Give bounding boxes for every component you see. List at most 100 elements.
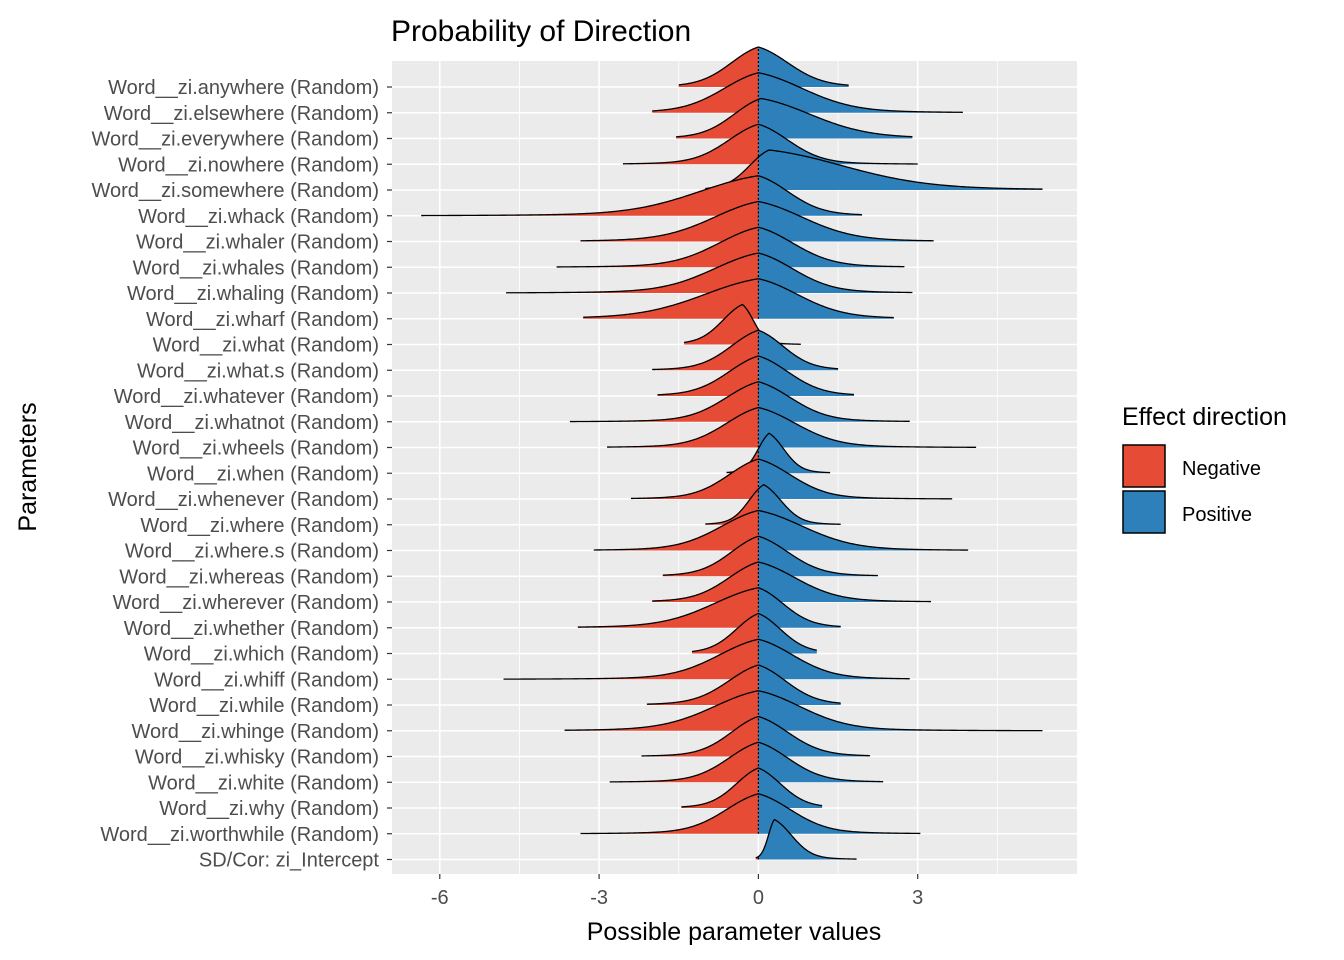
positive-area [758,278,894,319]
y-axis: Word__zi.anywhere (Random) Word__zi.elsew… [91,77,392,872]
positive-area [758,742,884,783]
negative-area [569,381,759,422]
y-tick-label: Word__zi.where (Random) [140,515,379,537]
positive-area [758,98,913,139]
y-tick-label: Word__zi.what (Random) [153,335,379,357]
y-tick-label: Word__zi.anywhere (Random) [108,77,379,99]
y-tick-label: SD/Cor: zi_Intercept [199,850,380,872]
negative-area [678,47,759,87]
density-outline [583,278,894,319]
positive-area [758,433,831,474]
positive-area [758,253,913,293]
y-tick-label: Word__zi.wherever (Random) [113,592,379,614]
ridge [652,72,963,113]
y-tick-label: Word__zi.which (Random) [144,644,379,666]
positive-area [758,407,977,448]
density-outline [577,587,841,628]
positive-area [758,793,921,834]
negative-area [641,716,759,757]
y-tick-label: Word__zi.whereas (Random) [119,566,379,588]
y-tick-label: Word__zi.while (Random) [149,695,379,717]
positive-area [758,47,849,87]
negative-area [630,459,759,499]
negative-area [684,304,759,345]
legend-title: Effect direction [1122,403,1287,431]
ridge [676,97,913,139]
ridge [657,355,855,396]
density-outline [593,509,969,551]
negative-area [652,72,759,113]
density-outline [607,406,977,448]
density-outline [580,200,934,242]
ridge [646,664,841,705]
x-tick-label: -6 [431,887,449,909]
density-outline [652,329,839,371]
positive-area [758,690,1043,731]
y-tick-label: Word__zi.wheels (Random) [133,438,379,460]
positive-area [758,484,841,525]
y-tick-label: Word__zi.nowhere (Random) [118,154,379,176]
legend-swatch-positive [1122,490,1166,534]
density-outline [676,97,913,138]
ridge [678,46,849,87]
legend: Effect direction Negative Positive [1122,403,1287,534]
ridge [577,587,841,628]
negative-area [607,407,759,448]
positive-area [758,381,910,422]
ridge [691,612,817,654]
positive-area [758,819,857,860]
y-tick-label: Word__zi.whinge (Random) [131,721,379,743]
legend-swatch-negative [1122,444,1166,488]
density-outline [652,72,963,113]
y-tick-label: Word__zi.wharf (Random) [146,309,379,331]
y-tick-label: Word__zi.elsewhere (Random) [104,103,379,125]
negative-area [622,124,759,165]
positive-area [758,175,862,216]
density-outline [564,690,1043,732]
density-outline [683,303,801,345]
density-outline [678,46,849,86]
positive-area [758,459,953,499]
negative-area [580,201,759,242]
ridge [652,561,931,603]
positive-area [758,510,969,551]
positive-area [758,768,823,808]
negative-area [652,330,759,371]
negative-area [676,99,759,139]
density-outline [506,252,913,294]
y-tick-label: Word__zi.whaling (Random) [127,283,379,305]
density-outline [755,818,857,860]
ridge [652,329,839,371]
ridge [755,818,857,860]
density-outline [662,535,878,577]
density-outline [580,793,921,835]
y-tick-label: Word__zi.somewhere (Random) [91,180,379,202]
negative-area [580,793,759,834]
density-outline [630,458,953,500]
positive-area [758,587,841,628]
density-outline [705,149,1043,190]
positive-area [758,330,839,371]
legend-label-positive: Positive [1182,504,1252,526]
negative-area [652,562,759,602]
y-tick-label: Word__zi.whatever (Random) [114,386,379,408]
positive-area [758,536,878,577]
legend-label-negative: Negative [1182,458,1261,480]
ridge [564,690,1043,732]
negative-area [646,665,759,705]
ridge [607,406,977,448]
negative-area [657,356,759,396]
density-outline [652,561,931,603]
negative-area [583,278,759,319]
positive-area [758,150,1043,190]
density-outline [421,175,862,217]
y-tick-label: Word__zi.when (Random) [147,463,379,485]
ridge [662,535,878,577]
negative-area [503,639,759,680]
positive-area [758,639,910,680]
density-outline [556,226,905,268]
y-tick-label: Word__zi.why (Random) [159,798,379,820]
positive-area [758,356,854,396]
positive-area [758,665,841,705]
